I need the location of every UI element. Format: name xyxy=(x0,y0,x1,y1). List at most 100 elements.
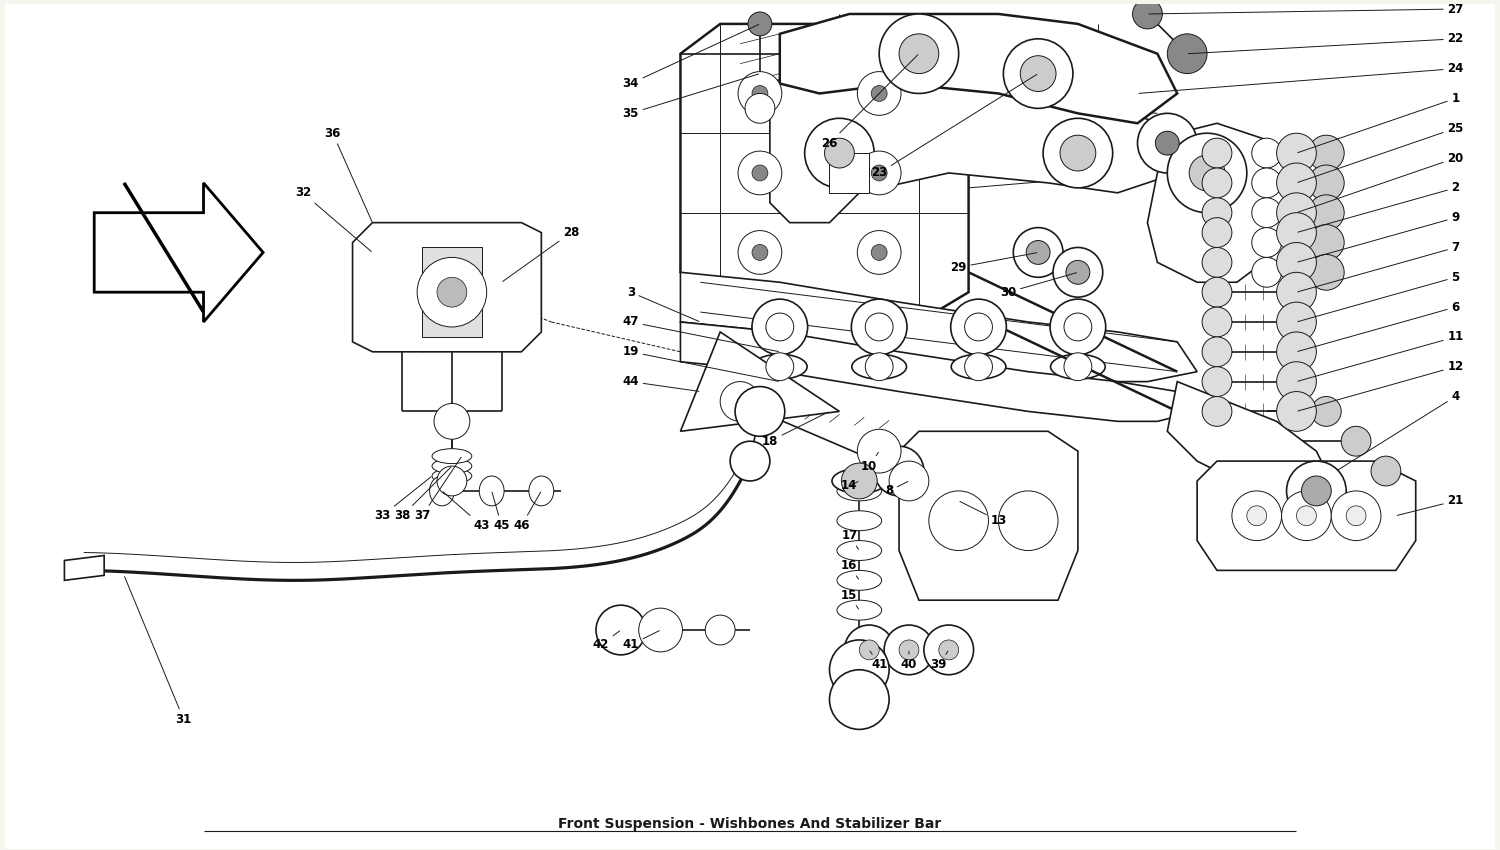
Text: 12: 12 xyxy=(1298,360,1464,411)
Ellipse shape xyxy=(852,314,906,339)
Text: 30: 30 xyxy=(1000,273,1077,298)
Circle shape xyxy=(871,245,886,260)
Text: 39: 39 xyxy=(930,651,948,672)
Text: 3: 3 xyxy=(627,286,699,321)
Circle shape xyxy=(1276,133,1317,173)
Polygon shape xyxy=(1148,123,1296,282)
Text: 24: 24 xyxy=(1138,62,1464,94)
Circle shape xyxy=(436,466,466,496)
Text: 44: 44 xyxy=(622,375,699,391)
Circle shape xyxy=(746,94,776,123)
Circle shape xyxy=(1276,272,1317,312)
Circle shape xyxy=(596,605,645,654)
Polygon shape xyxy=(352,223,542,352)
Text: 22: 22 xyxy=(1188,32,1464,54)
Circle shape xyxy=(1167,133,1246,212)
Circle shape xyxy=(865,353,892,381)
Circle shape xyxy=(1155,131,1179,155)
Text: 45: 45 xyxy=(492,492,510,532)
Circle shape xyxy=(999,491,1058,551)
Polygon shape xyxy=(1167,382,1336,511)
Text: 38: 38 xyxy=(394,467,451,522)
Ellipse shape xyxy=(429,476,454,506)
Ellipse shape xyxy=(530,476,554,506)
Ellipse shape xyxy=(753,314,807,339)
Text: 11: 11 xyxy=(1298,331,1464,382)
Polygon shape xyxy=(898,431,1078,600)
Text: 13: 13 xyxy=(960,502,1006,527)
Text: 1: 1 xyxy=(1298,92,1460,153)
Circle shape xyxy=(436,277,466,307)
Text: 47: 47 xyxy=(622,315,778,352)
Circle shape xyxy=(1287,461,1346,521)
Circle shape xyxy=(1371,456,1401,486)
Circle shape xyxy=(879,14,959,94)
Circle shape xyxy=(1302,476,1332,506)
Circle shape xyxy=(1276,362,1317,401)
Circle shape xyxy=(1276,332,1317,371)
Circle shape xyxy=(1308,165,1344,201)
Circle shape xyxy=(928,491,988,551)
Circle shape xyxy=(951,299,1006,354)
Ellipse shape xyxy=(1050,354,1106,379)
Ellipse shape xyxy=(432,459,472,473)
Circle shape xyxy=(1308,195,1344,230)
Circle shape xyxy=(890,461,928,501)
Circle shape xyxy=(730,441,770,481)
Circle shape xyxy=(865,313,892,341)
Circle shape xyxy=(705,615,735,645)
Text: 5: 5 xyxy=(1298,271,1460,321)
Circle shape xyxy=(1064,313,1092,341)
Circle shape xyxy=(1281,491,1332,541)
Circle shape xyxy=(871,86,886,101)
Circle shape xyxy=(1202,168,1231,198)
Circle shape xyxy=(858,71,901,116)
Circle shape xyxy=(1202,307,1231,337)
Text: Front Suspension - Wishbones And Stabilizer Bar: Front Suspension - Wishbones And Stabili… xyxy=(558,817,942,830)
Polygon shape xyxy=(94,183,262,322)
Circle shape xyxy=(1276,163,1317,203)
Circle shape xyxy=(752,245,768,260)
Ellipse shape xyxy=(753,354,807,379)
Circle shape xyxy=(1252,139,1281,168)
Ellipse shape xyxy=(837,600,882,620)
Circle shape xyxy=(1202,198,1231,228)
Circle shape xyxy=(752,86,768,101)
Circle shape xyxy=(433,404,470,439)
Text: 14: 14 xyxy=(842,479,858,492)
Text: 23: 23 xyxy=(871,74,1036,179)
Circle shape xyxy=(1042,118,1113,188)
Ellipse shape xyxy=(1050,314,1106,339)
Circle shape xyxy=(1202,139,1231,168)
Circle shape xyxy=(830,670,890,729)
Circle shape xyxy=(804,118,874,188)
Text: 19: 19 xyxy=(622,345,778,382)
Circle shape xyxy=(1132,0,1162,29)
Polygon shape xyxy=(1197,461,1416,570)
Circle shape xyxy=(766,353,794,381)
Ellipse shape xyxy=(432,449,472,463)
Ellipse shape xyxy=(837,481,882,501)
Circle shape xyxy=(1311,396,1341,427)
Circle shape xyxy=(1296,506,1317,525)
Text: 34: 34 xyxy=(622,25,759,90)
Circle shape xyxy=(748,12,772,36)
Text: 37: 37 xyxy=(414,457,460,522)
Circle shape xyxy=(898,640,920,660)
Circle shape xyxy=(1232,491,1281,541)
Circle shape xyxy=(1137,113,1197,173)
Circle shape xyxy=(1020,56,1056,92)
Polygon shape xyxy=(681,332,840,431)
Circle shape xyxy=(752,299,807,354)
Circle shape xyxy=(1060,135,1096,171)
Text: 41: 41 xyxy=(622,631,660,651)
Circle shape xyxy=(1252,228,1281,258)
Text: 33: 33 xyxy=(374,477,430,522)
Circle shape xyxy=(842,463,878,499)
Text: 36: 36 xyxy=(324,127,372,221)
Ellipse shape xyxy=(837,570,882,590)
Text: 42: 42 xyxy=(592,631,619,651)
Circle shape xyxy=(964,353,993,381)
Text: 20: 20 xyxy=(1298,151,1464,212)
Text: 18: 18 xyxy=(762,412,828,448)
